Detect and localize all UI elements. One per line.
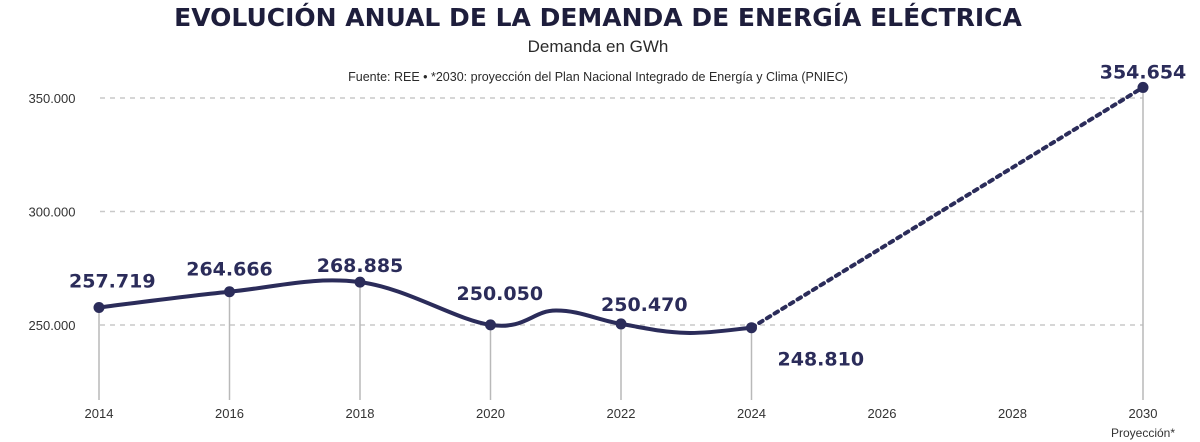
- x-tick-label-2024: 2024: [737, 406, 766, 421]
- x-tick-label-2014: 2014: [85, 406, 114, 421]
- x-tick-label-2020: 2020: [476, 406, 505, 421]
- data-point-2016: [224, 286, 235, 298]
- y-tick-label: 250.000: [29, 318, 76, 333]
- data-point-2030: [1137, 81, 1149, 93]
- chart-source: Fuente: REE • *2030: proyección del Plan…: [348, 70, 848, 84]
- y-axis-ticks: 250.000 300.000 350.000: [29, 91, 76, 333]
- series-line-projection: [749, 85, 1145, 330]
- y-tick-label: 300.000: [29, 205, 76, 220]
- data-points: [93, 81, 1149, 334]
- data-labels: 257.719 264.666 268.885 250.050 250.470 248.8…: [69, 61, 1186, 370]
- data-point-2018: [354, 276, 366, 288]
- chart-subtitle: Demanda en GWh: [528, 37, 669, 56]
- x-tick-label-2030: 2030: [1129, 406, 1158, 421]
- data-label-2024: 248.810: [778, 349, 865, 371]
- x-tick-label-2018: 2018: [346, 406, 375, 421]
- projection-note: Proyección*: [1111, 426, 1175, 440]
- data-label-2030: 354.654: [1100, 61, 1187, 83]
- x-tick-label-2028: 2028: [998, 406, 1027, 421]
- drop-lines: [98, 87, 1144, 400]
- data-point-2014: [93, 301, 105, 313]
- data-label-2022: 250.470: [601, 294, 688, 316]
- x-tick-label-2026: 2026: [868, 406, 897, 421]
- chart-title: EVOLUCIÓN ANUAL DE LA DEMANDA DE ENERGÍA…: [174, 2, 1022, 32]
- x-axis-ticks: 2014 2016 2018 2020 2022 2024 2026 2028 2030: [85, 406, 1158, 421]
- y-tick-label: 350.000: [29, 91, 76, 106]
- data-label-2020: 250.050: [457, 283, 544, 305]
- data-label-2016: 264.666: [186, 259, 273, 281]
- gridlines: [100, 97, 1143, 326]
- data-label-2014: 257.719: [69, 270, 156, 292]
- data-point-2020: [485, 319, 496, 331]
- x-tick-label-2016: 2016: [215, 406, 244, 421]
- data-point-2024: [746, 322, 757, 334]
- data-point-2022: [615, 318, 627, 330]
- x-tick-label-2022: 2022: [607, 406, 636, 421]
- data-label-2018: 268.885: [317, 255, 404, 277]
